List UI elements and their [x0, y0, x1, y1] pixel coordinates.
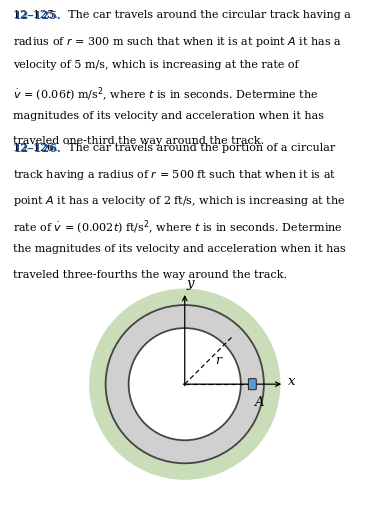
Text: $\dot{v}$ = (0.06$t$) m/s$^2$, where $t$ is in seconds. Determine the: $\dot{v}$ = (0.06$t$) m/s$^2$, where $t$…: [13, 85, 319, 104]
Text: traveled three-fourths the way around the track.: traveled three-fourths the way around th…: [13, 270, 287, 280]
Text: r: r: [216, 354, 221, 367]
Text: 12–125.: 12–125.: [13, 10, 61, 21]
Text: velocity of 5 m/s, which is increasing at the rate of: velocity of 5 m/s, which is increasing a…: [13, 60, 299, 70]
Text: y: y: [186, 277, 194, 290]
Text: the magnitudes of its velocity and acceleration when it has: the magnitudes of its velocity and accel…: [13, 244, 346, 255]
Text: A: A: [255, 396, 264, 410]
Text: 12–126.   The car travels around the portion of a circular: 12–126. The car travels around the porti…: [13, 143, 336, 153]
Text: track having a radius of $r$ = 500 ft such that when it is at: track having a radius of $r$ = 500 ft su…: [13, 169, 337, 182]
Text: 12–125.   The car travels around the circular track having a: 12–125. The car travels around the circu…: [13, 10, 351, 20]
Text: traveled one-third the way around the track.: traveled one-third the way around the tr…: [13, 136, 264, 146]
Circle shape: [106, 305, 264, 463]
Text: magnitudes of its velocity and acceleration when it has: magnitudes of its velocity and accelerat…: [13, 111, 324, 121]
Circle shape: [90, 289, 280, 479]
Text: rate of $\dot{v}$ = (0.002$t$) ft/s$^2$, where $t$ is in seconds. Determine: rate of $\dot{v}$ = (0.002$t$) ft/s$^2$,…: [13, 219, 343, 237]
Text: x: x: [288, 375, 295, 388]
Text: point $A$ it has a velocity of 2 ft/s, which is increasing at the: point $A$ it has a velocity of 2 ft/s, w…: [13, 194, 346, 208]
Text: radius of $r$ = 300 m such that when it is at point $A$ it has a: radius of $r$ = 300 m such that when it …: [13, 35, 342, 49]
Circle shape: [129, 328, 241, 440]
FancyBboxPatch shape: [248, 379, 256, 390]
Text: 12–126.: 12–126.: [13, 143, 61, 154]
